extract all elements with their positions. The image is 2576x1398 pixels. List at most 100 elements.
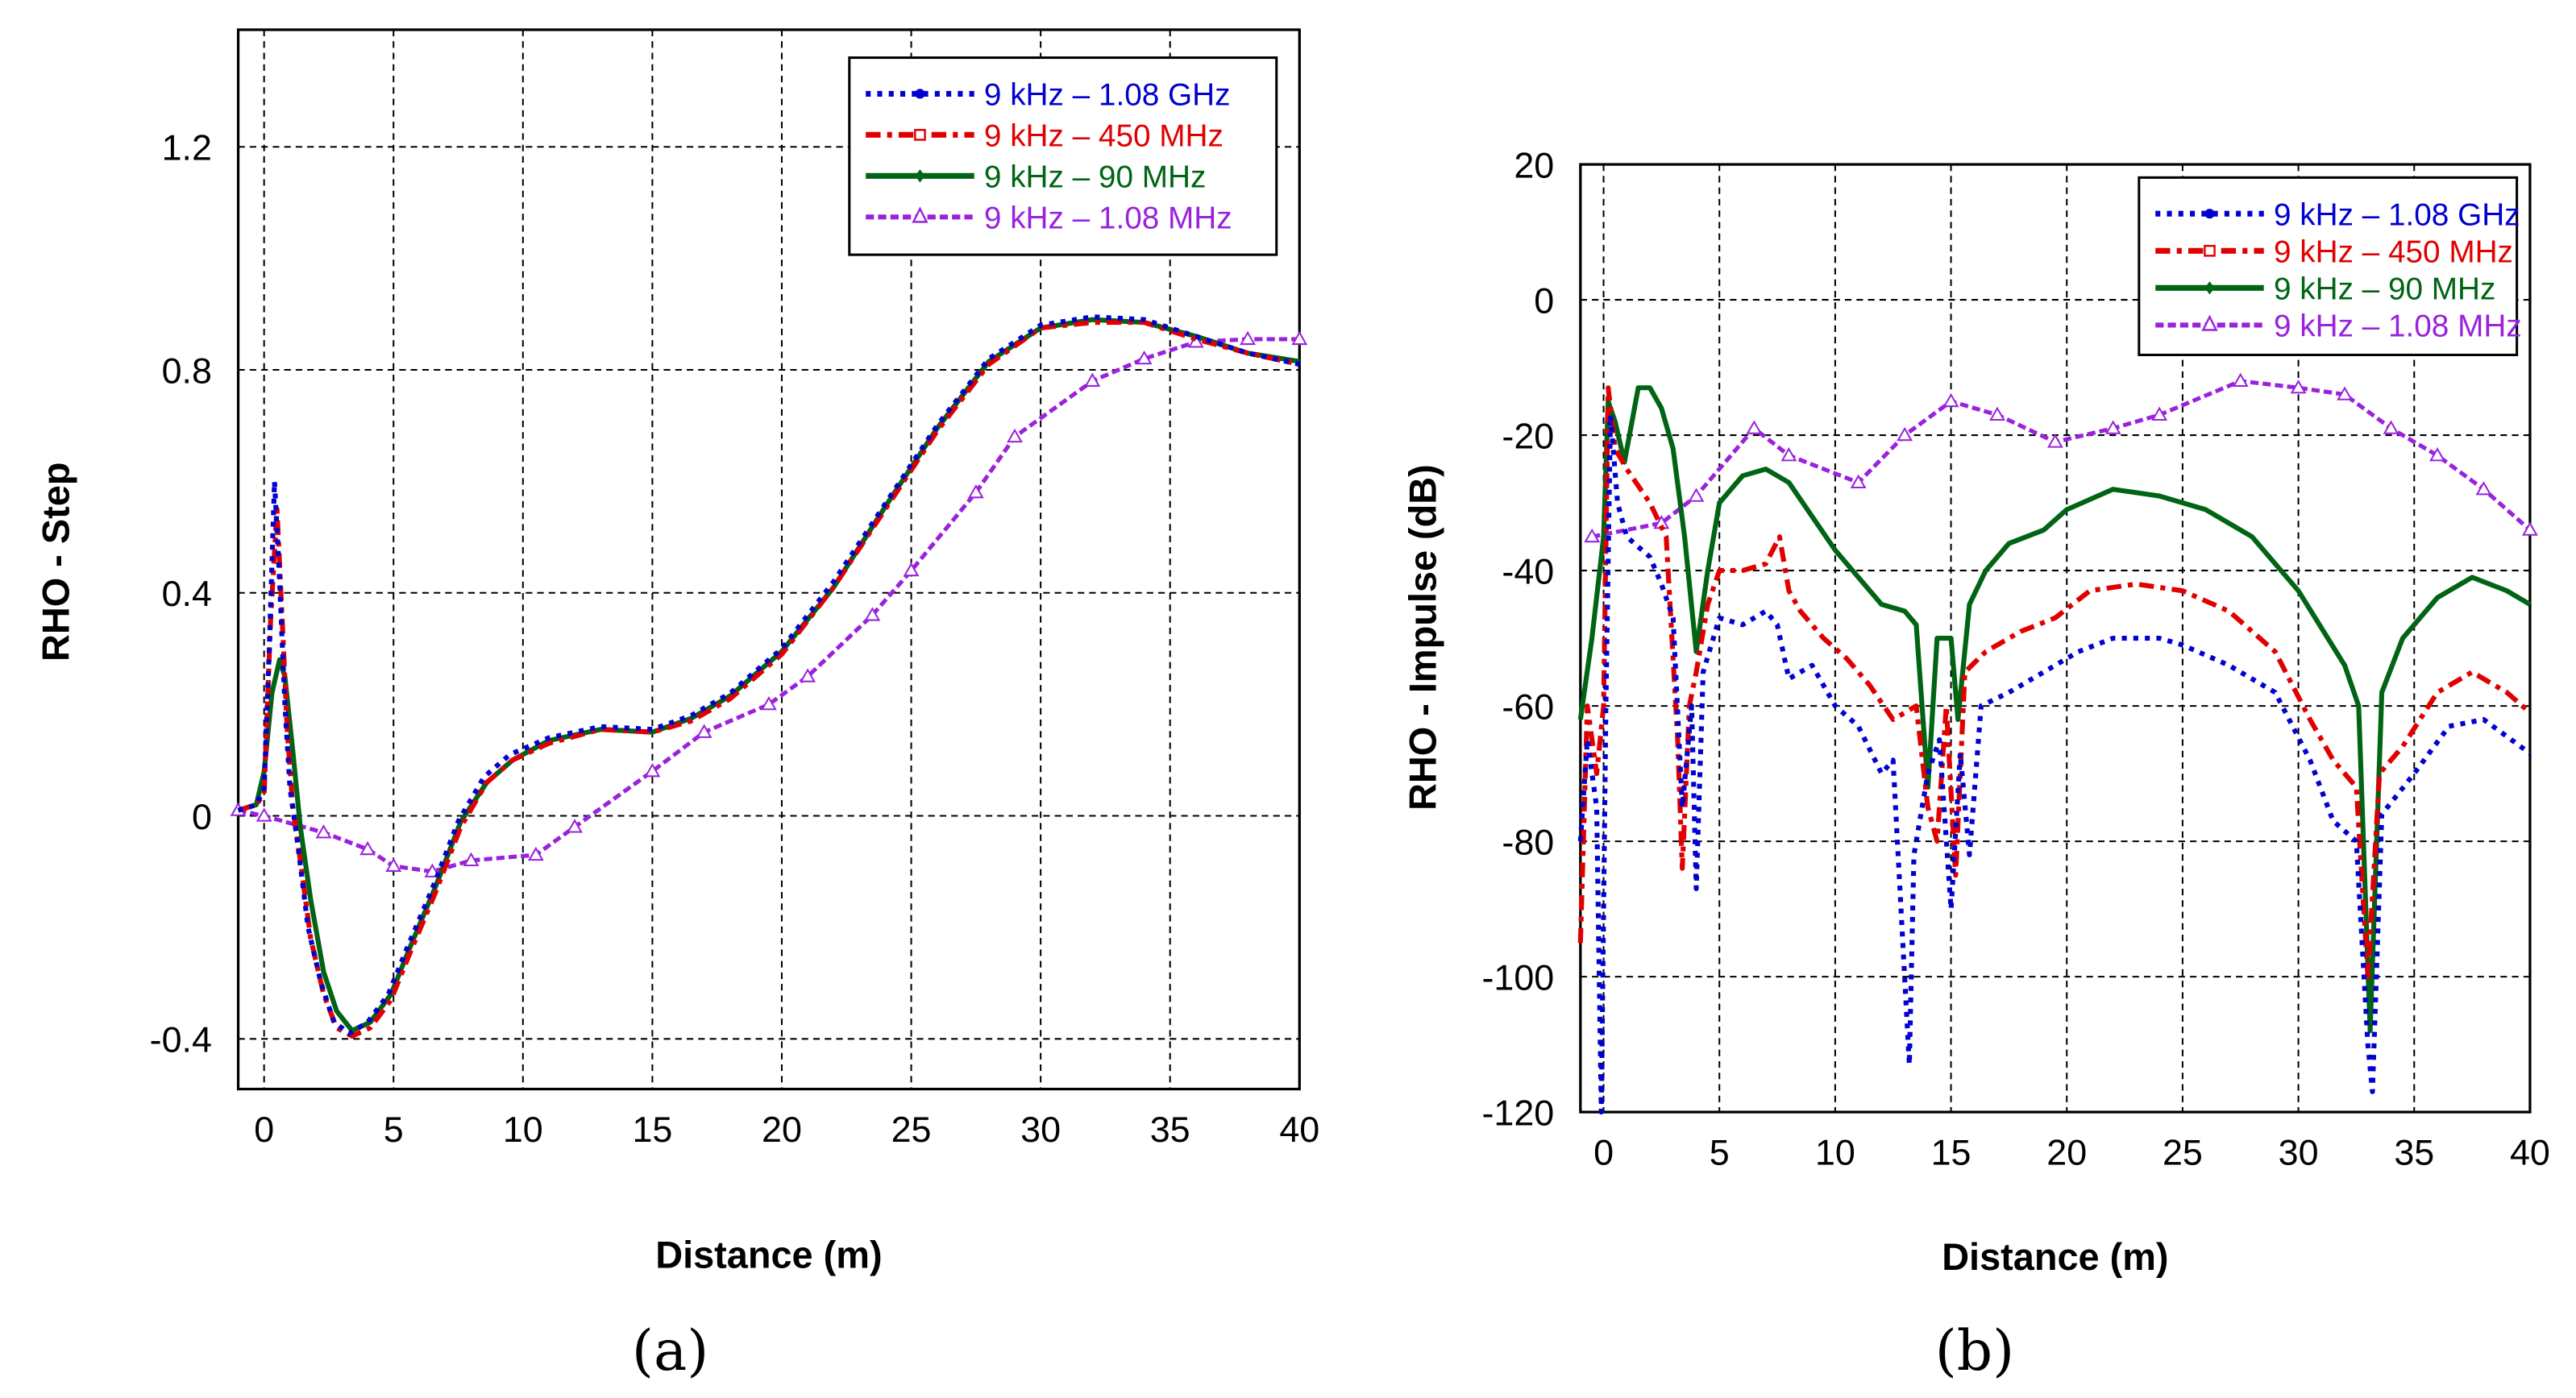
panel-a-y-tick-label: 0.4 xyxy=(162,573,212,614)
panel-b-x-tick-label: 15 xyxy=(1931,1131,1971,1172)
panel-a-x-tick-label: 0 xyxy=(254,1109,274,1150)
panel-b-data-point-triangle xyxy=(2522,521,2538,536)
panel-a-x-tick-label: 40 xyxy=(1279,1109,1319,1150)
panel-b-data-point-triangle xyxy=(1989,406,2005,421)
panel-a-data-point-triangle xyxy=(256,807,272,822)
panel-a-legend: 9 kHz – 1.08 GHz 9 kHz – 450 MHz 9 kHz – 9… xyxy=(848,56,1278,256)
panel-b-legend-label: 9 kHz – 90 MHz xyxy=(2274,272,2495,307)
panel-b-data-point-triangle xyxy=(2429,447,2445,462)
panel-b-y-tick-label: -40 xyxy=(1502,550,1554,591)
panel-a-legend-label: 9 kHz – 90 MHz xyxy=(984,160,1206,195)
panel-a-x-tick-label: 25 xyxy=(891,1109,932,1150)
panel-a-x-tick-label: 30 xyxy=(1020,1109,1061,1150)
panel-a-legend-label: 9 kHz – 450 MHz xyxy=(984,119,1224,154)
panel-a-legend-label: 9 kHz – 1.08 GHz xyxy=(984,78,1231,113)
panel-b-y-axis-label: RHO - Impulse (dB) xyxy=(1402,464,1444,811)
panel-b-data-point-triangle xyxy=(1942,392,1959,408)
panel-a-data-point-triangle xyxy=(1136,350,1153,365)
panel-b-data-point-triangle xyxy=(1850,474,1867,489)
panel-a-x-tick-label: 15 xyxy=(632,1109,672,1150)
panel-a-legend-label: 9 kHz – 1.08 MHz xyxy=(984,201,1232,236)
panel-b-x-tick-label: 30 xyxy=(2279,1131,2319,1172)
panel-a-y-tick-label: 0.8 xyxy=(162,350,212,391)
panel-b-y-tick-label: 0 xyxy=(1534,280,1554,321)
panel-b-x-tick-label: 5 xyxy=(1710,1131,1730,1172)
panel-b-legend-marker-square xyxy=(2204,244,2216,257)
panel-a-y-axis-label: RHO - Step xyxy=(35,463,77,662)
panel-a-y-tick-label: 0 xyxy=(192,796,212,837)
panel-b-y-tick-label: -20 xyxy=(1502,415,1554,456)
panel-a-series-line xyxy=(237,317,1300,1034)
panel-a-data-point-triangle xyxy=(527,846,544,861)
panel-a-data-point-triangle xyxy=(359,840,376,856)
panel-a-legend-marker-circle xyxy=(915,89,925,99)
panel-a-data-point-triangle xyxy=(864,607,881,621)
panel-a-legend-marker-square xyxy=(914,129,926,141)
panel-a-x-tick-label: 5 xyxy=(384,1109,404,1150)
panel-a-series-line xyxy=(238,337,1300,874)
panel-b-data-point-triangle xyxy=(1746,420,1763,434)
panel-b-x-tick-label: 40 xyxy=(2510,1131,2550,1172)
panel-a-data-point-triangle xyxy=(1187,334,1204,348)
panel-b-data-point-triangle xyxy=(1688,487,1705,502)
panel-b-data-point-triangle xyxy=(2475,481,2492,496)
panel-a-data-point-triangle xyxy=(696,724,713,738)
panel-a-data-point-triangle xyxy=(1240,330,1256,346)
panel-a-x-axis-label: Distance (m) xyxy=(655,1234,882,1276)
panel-b-x-tick-label: 35 xyxy=(2394,1131,2434,1172)
panel-b-data-point-triangle xyxy=(1897,426,1913,442)
panel-a-plot-frame xyxy=(236,28,1301,1091)
chart-panel-a: 0 5 10 15 20 25 30 35 40 -0.4 0 0.4 0.8 1.2 Distance (… xyxy=(35,28,1319,1276)
panel-b-x-tick-label: 10 xyxy=(1815,1131,1855,1172)
panel-a-legend-marker-triangle xyxy=(912,206,929,223)
panel-a-series-line xyxy=(237,320,1300,1039)
panel-a-x-tick-label: 10 xyxy=(503,1109,543,1150)
panel-b-data-point-triangle xyxy=(2151,406,2168,421)
panel-a-data-point-triangle xyxy=(644,762,661,778)
panel-a-data-point-triangle xyxy=(903,562,920,577)
caption-b: (b) xyxy=(1935,1319,2014,1383)
panel-b-y-tick-label: -80 xyxy=(1502,821,1554,862)
panel-b-plot-frame xyxy=(1579,163,2532,1114)
panel-b-x-tick-label: 25 xyxy=(2163,1131,2203,1172)
panel-a-y-tick-label: 1.2 xyxy=(162,127,212,168)
panel-b-legend-label: 9 kHz – 450 MHz xyxy=(2274,235,2513,270)
panel-a-data-point-triangle xyxy=(800,668,816,682)
panel-b-y-tick-label: -60 xyxy=(1502,686,1554,727)
panel-b-series-line xyxy=(1577,412,2532,1115)
panel-b-data-point-triangle xyxy=(1780,447,1797,462)
panel-b-y-tick-label: -120 xyxy=(1481,1092,1554,1133)
panel-b-series-line xyxy=(1577,385,2532,1034)
panel-b-legend-label: 9 kHz – 1.08 MHz xyxy=(2274,309,2522,344)
panel-b-legend-box xyxy=(2138,176,2519,357)
panel-a-data-point-triangle xyxy=(385,857,402,872)
panel-a-data-point-triangle xyxy=(760,695,777,711)
panel-a-data-point-triangle xyxy=(1291,330,1308,346)
panel-b-data-point-triangle xyxy=(1584,528,1601,543)
panel-a-data-point-triangle xyxy=(1007,428,1023,443)
chart-panel-b: 0 5 10 15 20 25 30 35 40 -120 -100 -80 -60 -40 -20 0 20 D… xyxy=(1402,144,2549,1277)
panel-b-legend-label: 9 kHz – 1.08 GHz xyxy=(2274,197,2520,232)
panel-b-data-point-triangle xyxy=(2232,372,2249,387)
panel-b-data-point-triangle xyxy=(2104,420,2121,434)
panel-b-x-tick-label: 0 xyxy=(1593,1131,1614,1172)
panel-a-x-tick-label: 35 xyxy=(1150,1109,1190,1150)
panel-b-legend-marker-triangle xyxy=(2201,314,2218,331)
panel-a-data-point-triangle xyxy=(1084,372,1101,387)
panel-b-x-axis-label: Distance (m) xyxy=(1942,1236,2168,1278)
panel-b-data-point-triangle xyxy=(2383,420,2399,434)
panel-b-data-point-triangle xyxy=(2290,380,2307,394)
panel-b-data-point-triangle xyxy=(2046,434,2063,448)
panel-a-data-point-triangle xyxy=(463,852,480,867)
panel-b-y-tick-label: -100 xyxy=(1481,956,1554,998)
panel-b-y-tick-label: 20 xyxy=(1514,144,1554,185)
caption-a: (a) xyxy=(632,1319,708,1383)
panel-b-legend-marker-circle xyxy=(2204,209,2215,219)
panel-b-legend-marker-diamond xyxy=(2204,281,2215,295)
panel-b-x-tick-label: 20 xyxy=(2046,1131,2087,1172)
panel-a-y-tick-label: -0.4 xyxy=(150,1019,212,1060)
panel-a-x-tick-label: 20 xyxy=(762,1109,802,1150)
panel-a-data-point-triangle xyxy=(315,824,332,839)
